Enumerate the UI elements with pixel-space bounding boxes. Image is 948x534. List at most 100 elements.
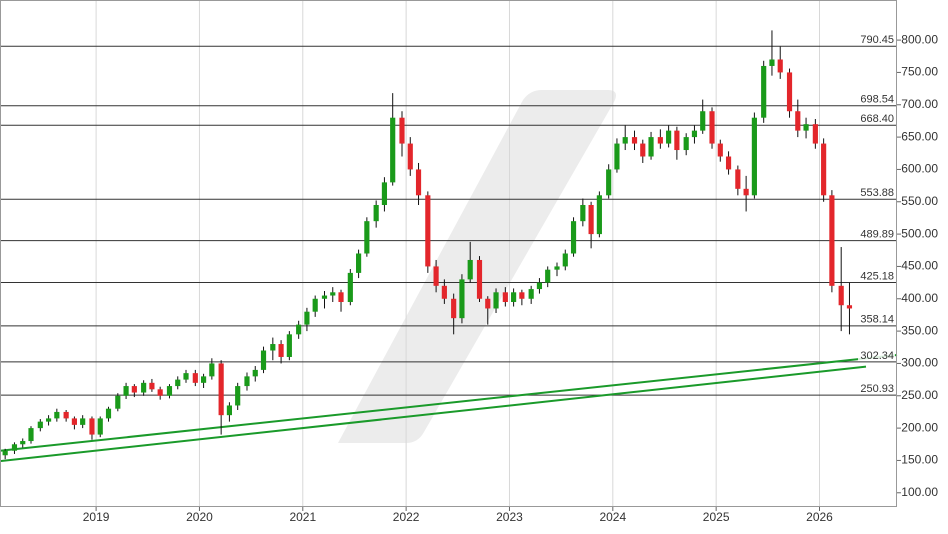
candle-body [554,266,560,270]
candle-body [312,298,318,312]
candle-body [803,124,809,131]
y-tick-label: 750.00 [901,65,938,79]
y-tick-label: 700.00 [901,97,938,111]
candle-body [330,292,336,296]
candle-body [528,289,534,299]
candle-body [260,350,267,370]
candle-body [175,379,181,387]
level-label-bg [858,113,895,125]
candle-body [838,285,844,306]
candle-body [545,269,551,283]
candle-body [415,169,422,196]
candle-body [467,259,473,280]
x-tick-label: 2026 [806,510,833,524]
candle-body [588,204,594,235]
level-label: 358.14 [860,314,894,326]
trendline [0,354,898,452]
candle-body [441,285,447,299]
candle-body [502,292,508,303]
grid [95,0,901,511]
level-label-bg [858,270,895,282]
candle-body [157,389,163,396]
candle-body [226,405,233,416]
y-tick-label: 600.00 [901,162,938,176]
y-tick-label: 100.00 [901,485,938,499]
candle-body [209,363,215,377]
candle-body [381,182,388,205]
candle-body [631,137,638,144]
plot-border [0,0,897,507]
level-label-bg [858,34,895,46]
candle-body [493,292,499,309]
candle-body [700,111,706,131]
candle-body [769,59,775,66]
x-tick-label: 2025 [703,510,730,524]
candle-body [451,298,457,319]
candle-body [795,111,801,131]
level-label: 489.89 [860,229,894,241]
candle-body [562,253,568,267]
candle-body [407,143,413,170]
candle-body [777,59,783,73]
level-label-bg [858,313,895,325]
candle-body [2,450,8,456]
candle-body [570,221,577,254]
y-tick-label: 550.00 [901,194,938,208]
candle-body [192,373,198,383]
candle-body [674,130,680,151]
candle-body [829,195,835,286]
candle-body [640,143,646,157]
candle-body [218,363,224,416]
candle-body [459,279,465,319]
candle-body [519,292,525,299]
candle-body [286,334,292,357]
candle-body [11,444,18,451]
x-tick-label: 2023 [496,510,523,524]
candle-body [399,117,405,144]
x-tick-label: 2024 [599,510,626,524]
candle-body [580,204,586,222]
x-tick-label: 2020 [186,510,213,524]
candle-body [80,418,86,425]
level-label: 302.34 [860,350,894,362]
level-label: 698.54 [860,94,894,106]
candle-body [536,282,543,290]
y-tick-label: 300.00 [901,356,938,370]
level-label-bg [858,228,895,240]
y-tick-label: 400.00 [901,291,938,305]
candle-body [812,124,818,144]
candle-body [476,259,483,299]
x-tick-label: 2022 [393,510,420,524]
candle-body [356,253,362,273]
y-tick-label: 800.00 [901,32,938,46]
candle-body [433,266,439,286]
x-tick-label: 2021 [289,510,316,524]
candle-body [425,195,431,267]
level-label: 553.88 [860,187,894,199]
candle-body [97,418,103,435]
candle-body [63,411,69,419]
level-label: 668.40 [860,113,894,125]
candle-body [821,143,827,196]
level-label: 790.45 [860,34,894,46]
candle-body [54,411,60,419]
candle-body [200,376,207,383]
candle-body [622,137,628,144]
y-tick-label: 650.00 [901,129,938,143]
level-label-bg [858,187,895,199]
level-label-bg [858,93,895,105]
candle-body [20,441,26,445]
levels [0,45,897,396]
candle-body [683,137,689,151]
candle-body [373,204,379,222]
trendline [0,365,867,463]
watermark [332,90,616,443]
candle-body [657,137,663,144]
y-tick-label: 350.00 [901,323,938,337]
candle-body [115,395,121,409]
y-tick-label: 250.00 [901,388,938,402]
candle-body [71,418,77,425]
candle-body [123,386,129,396]
candle-body [296,324,302,335]
candle-body [321,295,328,299]
